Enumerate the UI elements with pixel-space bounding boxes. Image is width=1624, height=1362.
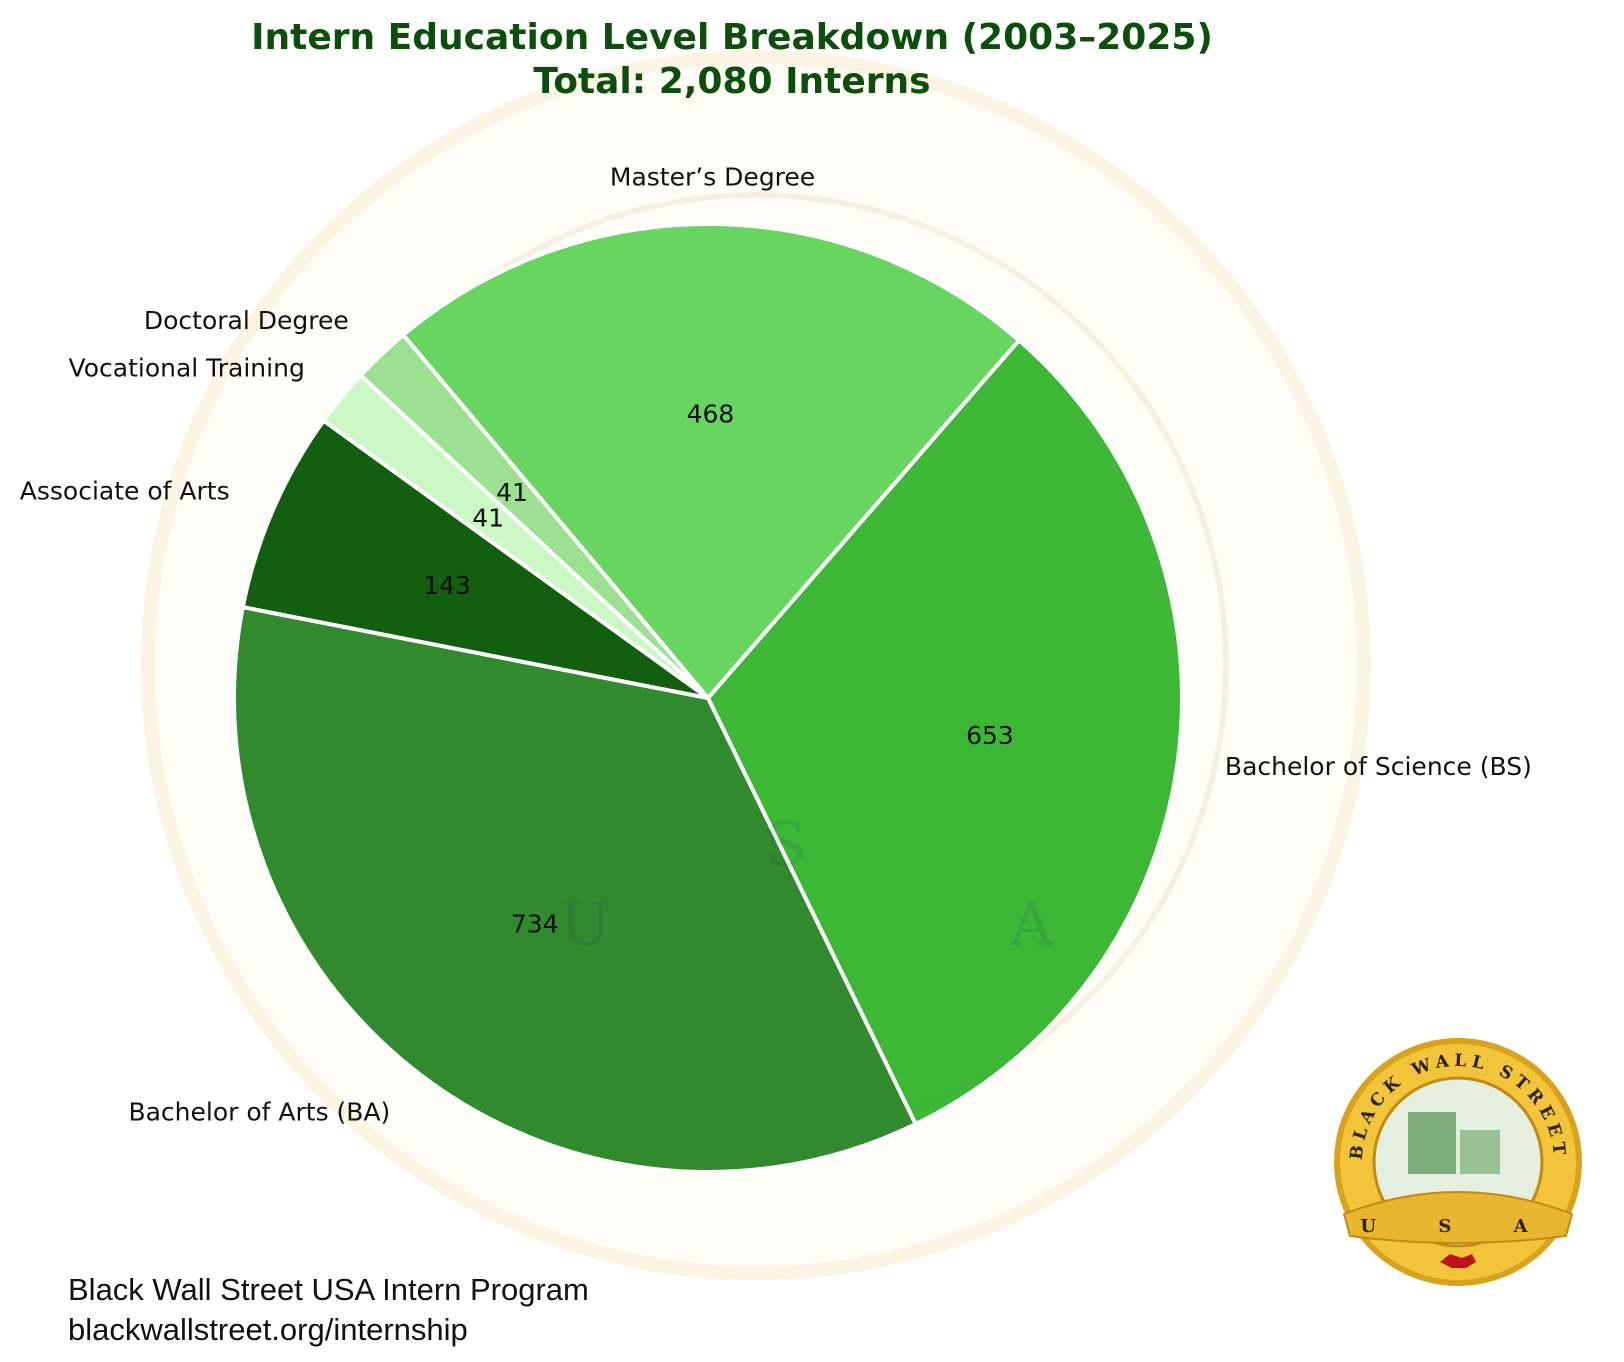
value-label-bachelor-of-arts-ba: 734 (511, 910, 559, 939)
footer-program-name: Black Wall Street USA Intern Program (68, 1272, 589, 1307)
value-label-doctoral-degree: 41 (496, 478, 528, 507)
label-vocational-training: Vocational Training (69, 353, 305, 382)
pie-slice-master-s-degree (400, 222, 1022, 702)
watermark-letter-s: S (765, 810, 806, 880)
pie-slices (232, 222, 1184, 1174)
label-associate-of-arts: Associate of Arts (20, 477, 230, 506)
logo-usa-text: U S A (1360, 1216, 1555, 1237)
value-label-bachelor-of-science-bs: 653 (966, 721, 1014, 750)
usa-map-icon (1440, 1254, 1476, 1268)
chart-subtitle: Total: 2,080 Interns (533, 61, 930, 102)
black-wall-street-logo: BLACK WALL STREET U S A (1334, 1038, 1582, 1286)
pie-category-labels: Bachelor of Science (BS) Bachelor of Arts… (20, 163, 1532, 1127)
chart-title: Intern Education Level Breakdown (2003–2… (251, 17, 1213, 58)
pie-slice-associate-of-arts (240, 417, 710, 700)
logo-building-icon-2 (1460, 1130, 1500, 1174)
value-label-vocational-training: 41 (472, 504, 504, 533)
value-label-master-s-degree: 468 (687, 400, 735, 429)
label-bachelor-of-arts-ba: Bachelor of Arts (BA) (128, 1097, 390, 1126)
footer-website-link[interactable]: blackwallstreet.org/internship (68, 1312, 468, 1347)
logo-banner (1342, 1191, 1574, 1244)
logo-building-icon (1408, 1112, 1456, 1174)
watermark-letter-u: U (560, 890, 611, 960)
label-doctoral-degree: Doctoral Degree (144, 306, 349, 335)
pie-slice-bachelor-of-science-bs (705, 337, 1184, 1127)
label-bachelor-of-science-bs: Bachelor of Science (BS) (1225, 752, 1532, 781)
value-label-associate-of-arts: 143 (423, 571, 471, 600)
watermark-text: A U S (560, 810, 1054, 960)
watermark-letter-a: A (1009, 890, 1054, 960)
pie-slice-bachelor-of-arts-ba (232, 604, 919, 1174)
label-master-s-degree: Master’s Degree (610, 163, 815, 192)
